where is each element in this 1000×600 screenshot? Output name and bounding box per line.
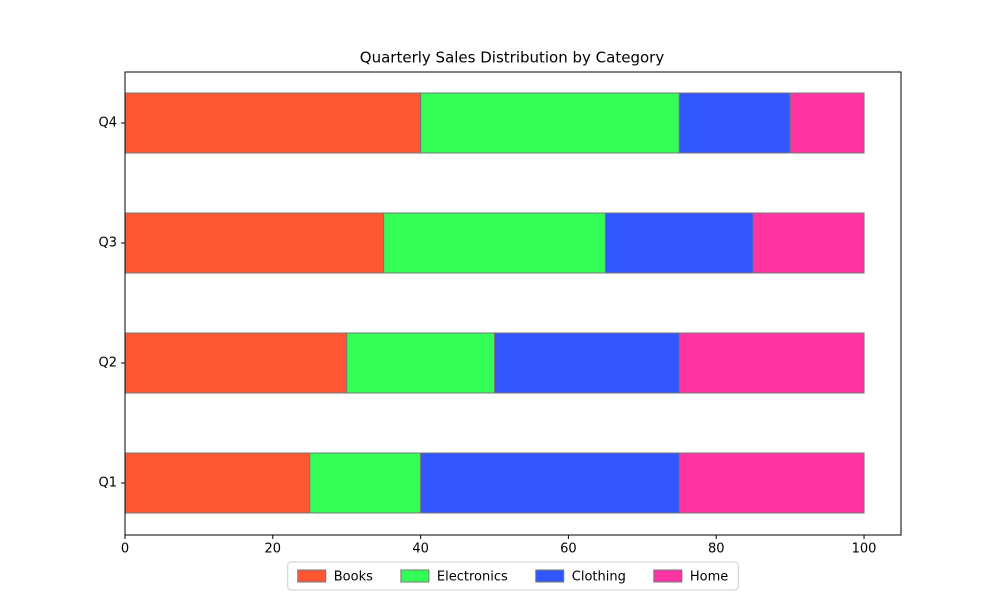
bar-segment xyxy=(678,452,865,514)
x-tick-label: 40 xyxy=(412,542,429,557)
y-tick-label: Q2 xyxy=(98,356,117,371)
bar-segment xyxy=(124,92,422,154)
y-tick-label: Q3 xyxy=(98,236,117,251)
legend-swatch xyxy=(653,569,683,583)
x-tick-label: 20 xyxy=(265,542,282,557)
legend-label: Electronics xyxy=(437,570,508,585)
legend-swatch xyxy=(297,569,327,583)
legend-label: Home xyxy=(690,570,728,585)
bar-segment xyxy=(789,92,865,154)
legend-box xyxy=(287,561,739,591)
bar-segment xyxy=(124,212,385,274)
bar-segment xyxy=(309,452,422,514)
plot-frame xyxy=(124,71,902,536)
y-tick-label: Q1 xyxy=(98,476,117,491)
x-tick-label: 80 xyxy=(708,542,725,557)
bar-segment xyxy=(752,212,865,274)
bar-segment xyxy=(346,332,496,394)
legend-swatch xyxy=(400,569,430,583)
bar-segment xyxy=(124,332,348,394)
bar-segment xyxy=(494,332,680,394)
x-tick-label: 60 xyxy=(560,542,577,557)
bar-segment xyxy=(383,212,606,274)
bar-segment xyxy=(678,332,865,394)
bar-segment xyxy=(420,452,680,514)
legend-swatch xyxy=(535,569,565,583)
bar-segment xyxy=(420,92,680,154)
legend-label: Books xyxy=(334,570,373,585)
x-tick-label: 100 xyxy=(852,542,877,557)
bar-segment xyxy=(124,452,311,514)
y-tick-label: Q4 xyxy=(98,116,117,131)
bar-segment xyxy=(604,212,754,274)
x-tick-label: 0 xyxy=(121,542,129,557)
bar-segment xyxy=(678,92,791,154)
legend: Books Electronics Clothing Home xyxy=(287,561,739,591)
legend-label: Clothing xyxy=(572,570,626,585)
chart-title: Quarterly Sales Distribution by Category xyxy=(360,49,665,67)
